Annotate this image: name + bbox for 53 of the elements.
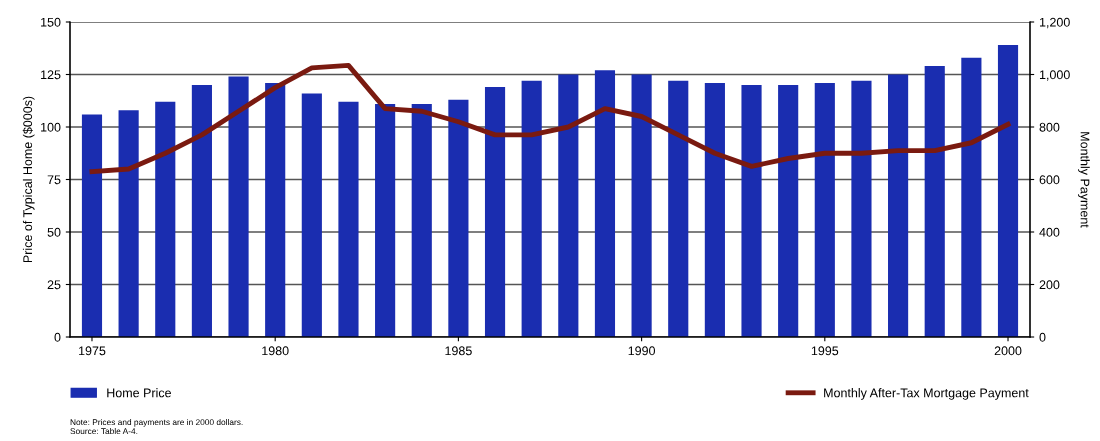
bar: [997, 45, 1019, 337]
y-tick-label: 150: [41, 17, 61, 27]
bar: [558, 74, 579, 337]
x-tick-label: 2000: [994, 346, 1022, 356]
legend-label: Home Price: [107, 388, 171, 398]
y2-tick-label: 200: [1039, 280, 1060, 290]
bar: [888, 74, 909, 337]
y-tick-label: 75: [47, 175, 61, 185]
bar: [814, 82, 835, 337]
y-tick-label: 125: [41, 70, 61, 80]
bar: [961, 57, 982, 337]
bar: [155, 101, 176, 337]
bar: [631, 74, 652, 337]
bar: [594, 70, 616, 337]
bar: [411, 103, 432, 337]
x-tick-label: 1995: [811, 346, 839, 356]
x-tick-label: 1980: [262, 346, 289, 356]
bar: [338, 101, 359, 337]
y-tick-label: 0: [54, 332, 61, 342]
source-note: Source: Table A-4.: [70, 428, 138, 435]
bar: [668, 80, 689, 337]
y2-tick-label: 800: [1039, 122, 1060, 132]
y2-tick-label: 1,200: [1039, 17, 1070, 29]
bar: [265, 82, 286, 337]
bar: [704, 82, 725, 337]
bar: [118, 110, 139, 337]
bar: [375, 103, 396, 337]
bar: [484, 87, 506, 337]
x-tick-label: 1985: [445, 346, 472, 356]
bar: [741, 85, 762, 337]
y2-axis-title: Monthly Payment: [1078, 132, 1090, 228]
y2-tick-label: 600: [1039, 175, 1060, 185]
bar: [191, 85, 212, 337]
y-tick-label: 25: [47, 280, 61, 290]
text: Note: Prices and payments are in 2000 dollars.: [70, 419, 243, 427]
y2-tick-label: 400: [1039, 227, 1060, 237]
bar: [521, 80, 542, 337]
bar: [448, 99, 469, 337]
bar: [851, 80, 872, 337]
y2-tick-label: 0: [1039, 332, 1046, 342]
bar: [301, 93, 322, 337]
bar: [81, 114, 103, 337]
y-axis-title: Price of Typical Home ($000s): [22, 96, 35, 263]
legend-label: Monthly After-Tax Mortgage Payment: [824, 388, 1029, 400]
y-tick-label: 100: [41, 122, 61, 132]
x-tick-label: 1975: [79, 346, 106, 356]
line-series: [89, 62, 1011, 175]
y-tick-label: 50: [47, 227, 61, 237]
bar: [778, 85, 799, 337]
bar: [924, 66, 945, 337]
x-tick-label: 1990: [628, 346, 656, 356]
y2-tick-label: 1,000: [1039, 70, 1070, 81]
bar: [228, 76, 249, 337]
